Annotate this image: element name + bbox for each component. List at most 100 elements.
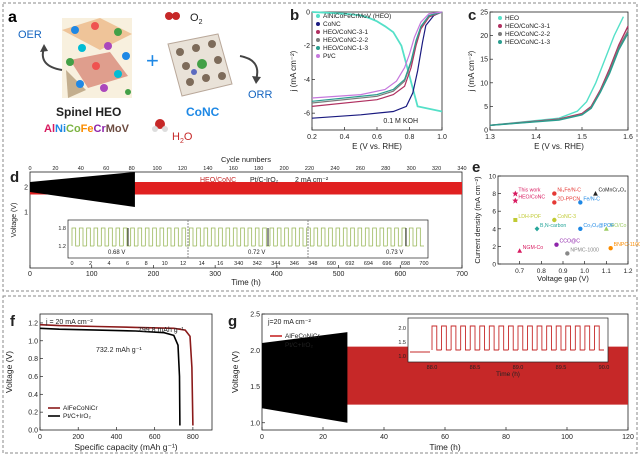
legend-label: HEO bbox=[505, 15, 519, 22]
scatter-point bbox=[513, 218, 518, 222]
formula-element: Cr bbox=[94, 123, 107, 135]
y-tick-label: 5 bbox=[484, 104, 488, 111]
scatter-point bbox=[608, 245, 613, 251]
panel-letter: b bbox=[290, 7, 299, 24]
y-axis-label: j (mA cm⁻²) bbox=[467, 50, 476, 92]
o2-label: O bbox=[190, 12, 199, 24]
x-tick-label: 200 bbox=[148, 271, 160, 278]
top-tick-label: 20 bbox=[52, 166, 58, 172]
oxygen-atom-icon bbox=[172, 12, 180, 20]
inset-x-tick-label: 90.0 bbox=[599, 365, 610, 371]
x-tick-label: 0.6 bbox=[372, 134, 382, 141]
chart-c: c 1.3 1.4 1.5 1.6 0 5 10 15 20 25 E (V vs. RHE) j (m… bbox=[467, 7, 633, 151]
inset-cycle-line bbox=[410, 325, 604, 353]
series-line bbox=[311, 11, 443, 99]
x-tick-label: 700 bbox=[456, 271, 468, 278]
top-tick-label: 160 bbox=[229, 166, 238, 172]
scatter-point bbox=[578, 200, 583, 205]
point-label: NGM-Co bbox=[523, 245, 544, 251]
legend-marker bbox=[316, 30, 320, 34]
top-axis-label: Cycle numbers bbox=[221, 155, 271, 164]
oxygen-atom-icon bbox=[165, 12, 173, 20]
svg-text:O2: O2 bbox=[190, 12, 203, 26]
series-line bbox=[39, 323, 194, 426]
inset-x-tick-label: 10 bbox=[162, 261, 168, 267]
inset-x-tick-label: 696 bbox=[382, 261, 391, 267]
x-tick-label: 1.3 bbox=[485, 134, 495, 141]
legend-marker bbox=[498, 24, 502, 28]
y-axis-label: j (mA cm⁻²) bbox=[289, 50, 298, 92]
x-tick-label: 1.0 bbox=[580, 268, 589, 275]
chart-e: e 0.7 0.8 0.9 1.0 1.1 1.2 0 2 4 6 8 10 Voltage gap (V… bbox=[472, 159, 640, 283]
inset-x-tick-label: 6 bbox=[126, 261, 129, 267]
bottom-group-border bbox=[2, 295, 638, 454]
x-tick-label: 1.6 bbox=[623, 134, 633, 141]
x-tick-label: 0.8 bbox=[405, 134, 415, 141]
inset-x-tick-label: 2 bbox=[89, 261, 92, 267]
legend-label: Pt/C+IrO₂ bbox=[63, 413, 91, 420]
point-label: NPMC-1000 bbox=[570, 247, 599, 253]
y-tick-label: 10 bbox=[489, 174, 497, 181]
x-tick-label: 120 bbox=[622, 434, 634, 441]
panel-a: a O2 + OE bbox=[8, 9, 273, 145]
panel-letter: g bbox=[228, 313, 237, 330]
point-label: BNPC-1100 bbox=[614, 242, 640, 248]
inset-x-tick-label: 14 bbox=[199, 261, 205, 267]
scatter-point bbox=[512, 197, 519, 204]
plot-frame bbox=[39, 313, 213, 431]
scatter-point bbox=[554, 242, 559, 247]
series-line bbox=[489, 16, 625, 126]
top-tick-label: 80 bbox=[129, 166, 135, 172]
point-label: 2D-PPCN bbox=[557, 196, 580, 202]
y-axis-label: Voltage (V) bbox=[230, 351, 240, 393]
point-label: B,N-carbon bbox=[540, 223, 566, 229]
annotation: 0.1 M KOH bbox=[383, 118, 418, 125]
legend-label: AlFeCoNiCr bbox=[63, 405, 99, 412]
x-tick-label: 0.7 bbox=[515, 268, 524, 275]
panel-letter: e bbox=[472, 159, 480, 176]
x-tick-label: 1.0 bbox=[437, 134, 447, 141]
x-tick-label: 100 bbox=[86, 271, 98, 278]
inset-x-tick-label: 340 bbox=[234, 261, 243, 267]
panel-letter: d bbox=[10, 169, 19, 186]
inset-x-tick-label: 690 bbox=[327, 261, 336, 267]
inset-x-tick-label: 8 bbox=[145, 261, 148, 267]
y-tick-label: 15 bbox=[480, 57, 488, 64]
oer-arrow-icon bbox=[41, 47, 63, 71]
scatter-point bbox=[512, 190, 519, 197]
annotation: j = 20 mA cm⁻² bbox=[45, 319, 93, 326]
y-tick-label: 25 bbox=[480, 10, 488, 17]
formula-element: Al bbox=[44, 123, 55, 135]
inset-x-tick-label: 348 bbox=[308, 261, 317, 267]
legend-marker bbox=[316, 22, 320, 26]
y-axis-label: Current density (mA cm⁻²) bbox=[473, 176, 482, 264]
x-tick-label: 200 bbox=[72, 434, 84, 441]
legend-marker bbox=[498, 40, 502, 44]
top-tick-label: 220 bbox=[305, 166, 314, 172]
scatter-point bbox=[578, 226, 583, 231]
top-tick-label: 300 bbox=[407, 166, 416, 172]
top-tick-label: 60 bbox=[103, 166, 109, 172]
orr-arrowhead-icon bbox=[252, 76, 261, 84]
scatter-point bbox=[593, 191, 598, 196]
x-axis-label: Time (h) bbox=[231, 278, 261, 287]
legend-label: HEO/CoNC-1-3 bbox=[505, 39, 551, 46]
inset-x-tick-label: 4 bbox=[108, 261, 111, 267]
top-tick-label: 120 bbox=[178, 166, 187, 172]
y-tick-label: 1.5 bbox=[250, 384, 260, 391]
x-tick-label: 0.9 bbox=[558, 268, 567, 275]
voltage-gap-label: 0.72 V bbox=[248, 250, 265, 256]
panel-letter: a bbox=[8, 9, 17, 26]
inset-y-tick-label: 1.0 bbox=[398, 354, 406, 360]
top-tick-label: 200 bbox=[280, 166, 289, 172]
point-label: NiO/Co bbox=[609, 223, 626, 229]
capacity-label: 732.2 mAh g⁻¹ bbox=[96, 347, 142, 354]
band-pt-iro2 bbox=[30, 172, 135, 207]
legend-marker bbox=[316, 38, 320, 42]
band-pt-iro2 bbox=[262, 332, 348, 423]
y-tick-label: 1.2 bbox=[28, 320, 38, 327]
inset-x-tick-label: 698 bbox=[401, 261, 410, 267]
inset-x-tick-label: 342 bbox=[253, 261, 262, 267]
x-tick-label: 500 bbox=[333, 271, 345, 278]
capacity-label: 799.8 mAh g⁻¹ bbox=[138, 327, 184, 334]
